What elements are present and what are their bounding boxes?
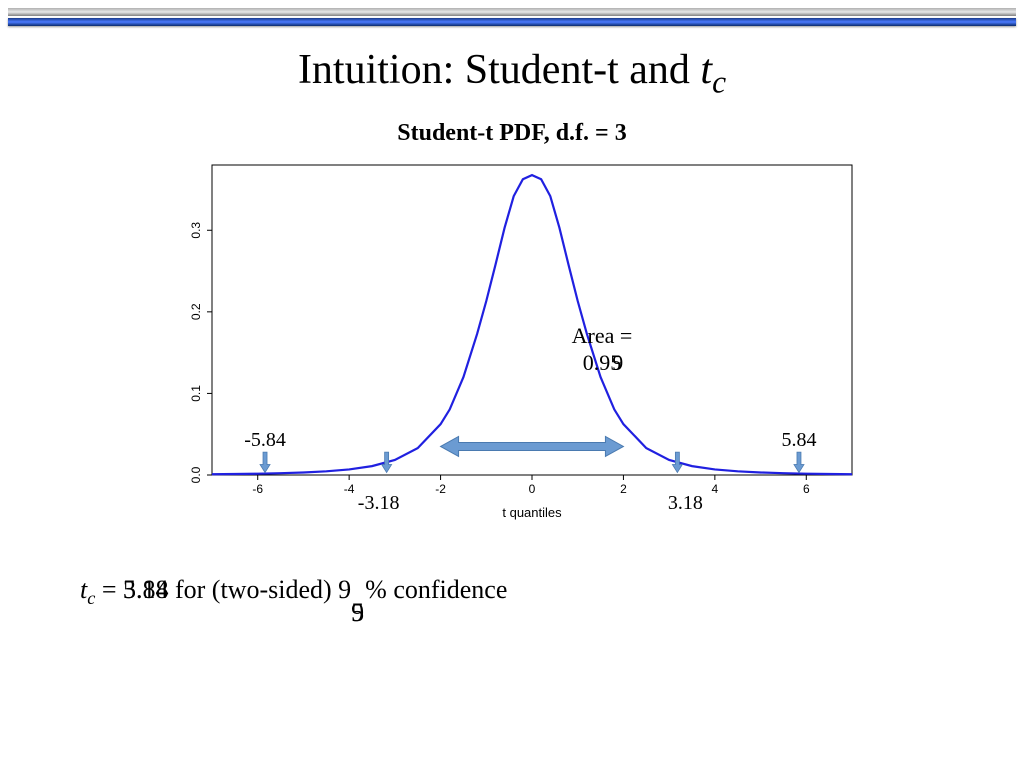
chart-container: -6 -4 -2 0 2 4 6 0.0 0.1 0.2 0.3 t quantiles -5.84 -3… [152,155,872,535]
svg-text:5.84: 5.84 [781,430,816,452]
area-line1: Area = [572,323,633,348]
svg-text:0.3: 0.3 [189,222,203,239]
title-text: Intuition: Student-t and [298,47,700,93]
decor-bar-gray [8,8,1016,16]
footer-suffix: % confidence [365,575,507,604]
svg-text:-2: -2 [435,482,446,496]
svg-text:-5.84: -5.84 [244,430,286,452]
svg-text:-6: -6 [252,482,263,496]
footer-eq: = [95,575,123,604]
svg-text:-3.18: -3.18 [358,492,400,514]
footer-val2: 5.84 [123,575,169,605]
svg-text:0.0: 0.0 [189,467,203,484]
footer-statement: tc = 3.185.84 for (two-sided) 959% confi… [80,575,1024,609]
decor-bar-blue [8,18,1016,26]
chart-subtitle: Student-t PDF, d.f. = 3 [0,120,1024,147]
svg-text:0.1: 0.1 [189,385,203,402]
svg-text:0: 0 [529,482,536,496]
title-var: t [700,47,712,93]
svg-text:0.2: 0.2 [189,304,203,321]
svg-text:6: 6 [803,482,810,496]
title-sub: c [712,64,726,99]
chart-svg: -6 -4 -2 0 2 4 6 0.0 0.1 0.2 0.3 t quantiles -5.84 -3… [152,155,872,535]
area-label: Area = 0.95 9 [552,323,652,376]
svg-text:2: 2 [620,482,627,496]
svg-text:4: 4 [712,482,719,496]
area-line2-overlay: 9 [612,350,623,376]
svg-text:-4: -4 [344,482,355,496]
page-title: Intuition: Student-t and tc [0,46,1024,100]
svg-text:3.18: 3.18 [668,492,703,514]
footer-conf2: 9 [351,598,364,628]
footer-mid: for (two-sided) 9 [168,575,351,604]
svg-text:t quantiles: t quantiles [502,505,562,520]
